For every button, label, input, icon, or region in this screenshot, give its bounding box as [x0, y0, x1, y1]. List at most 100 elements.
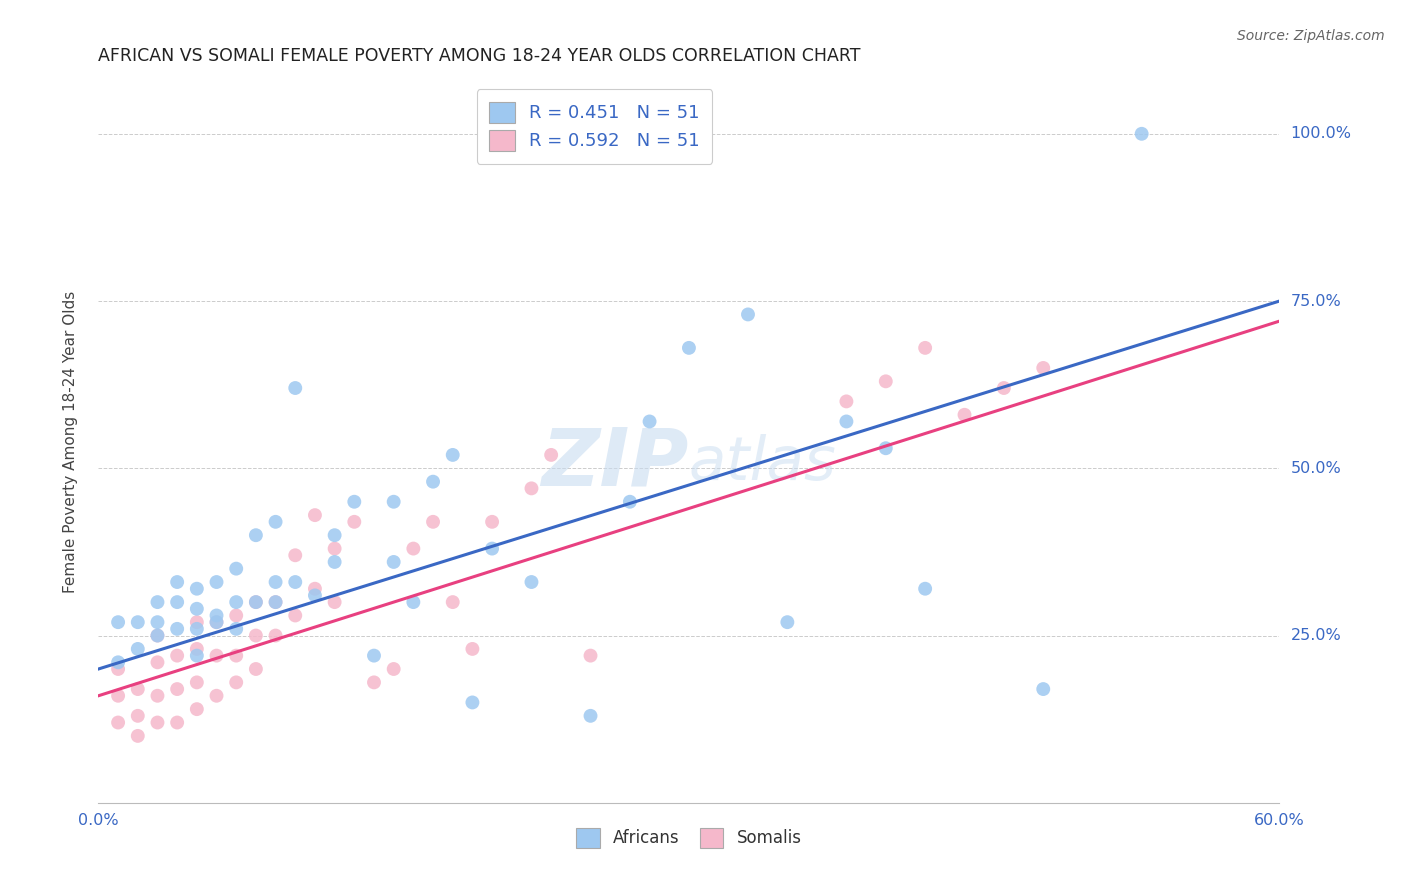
Point [127, 681, 149, 696]
Point [284, 575, 307, 590]
Point [264, 595, 287, 609]
Point [875, 442, 897, 455]
Point [186, 615, 208, 630]
Point [186, 642, 208, 657]
Point [284, 608, 307, 623]
Point [205, 648, 228, 663]
Point [875, 375, 897, 389]
Point [186, 648, 208, 663]
Point [225, 622, 247, 636]
Text: 50.0%: 50.0% [1291, 461, 1341, 475]
Point [166, 595, 188, 609]
Point [1032, 681, 1054, 696]
Point [638, 414, 661, 429]
Point [245, 662, 267, 676]
Point [166, 715, 188, 730]
Point [382, 662, 405, 676]
Legend: Africans, Somalis: Africans, Somalis [568, 820, 810, 856]
Point [264, 515, 287, 529]
Point [304, 589, 326, 603]
Point [304, 582, 326, 596]
Y-axis label: Female Poverty Among 18-24 Year Olds: Female Poverty Among 18-24 Year Olds [63, 291, 77, 592]
Point [127, 708, 149, 723]
Point [422, 515, 444, 529]
Point [166, 575, 188, 590]
Point [402, 541, 425, 556]
Point [146, 689, 169, 703]
Point [422, 475, 444, 489]
Point [264, 595, 287, 609]
Point [481, 515, 503, 529]
Point [264, 575, 287, 590]
Point [323, 555, 346, 569]
Point [146, 715, 169, 730]
Point [953, 408, 976, 422]
Point [619, 494, 641, 508]
Point [186, 602, 208, 616]
Text: AFRICAN VS SOMALI FEMALE POVERTY AMONG 18-24 YEAR OLDS CORRELATION CHART: AFRICAN VS SOMALI FEMALE POVERTY AMONG 1… [98, 47, 860, 65]
Point [323, 541, 346, 556]
Point [481, 541, 503, 556]
Point [284, 548, 307, 563]
Point [107, 689, 129, 703]
Point [146, 655, 169, 669]
Point [520, 575, 543, 590]
Point [186, 622, 208, 636]
Point [127, 729, 149, 743]
Point [1032, 361, 1054, 376]
Point [579, 648, 602, 663]
Point [225, 648, 247, 663]
Point [737, 307, 759, 322]
Point [186, 675, 208, 690]
Point [914, 341, 936, 355]
Text: atlas: atlas [689, 434, 837, 492]
Point [540, 448, 562, 462]
Point [245, 595, 267, 609]
Point [776, 615, 799, 630]
Point [1130, 127, 1153, 141]
Point [205, 575, 228, 590]
Point [146, 615, 169, 630]
Point [461, 696, 484, 710]
Point [146, 628, 169, 642]
Point [186, 582, 208, 596]
Point [146, 628, 169, 642]
Point [284, 381, 307, 395]
Point [107, 662, 129, 676]
Point [323, 595, 346, 609]
Text: 25.0%: 25.0% [1291, 628, 1341, 643]
Point [678, 341, 700, 355]
Point [107, 655, 129, 669]
Point [363, 648, 385, 663]
Point [245, 628, 267, 642]
Point [461, 642, 484, 657]
Point [245, 595, 267, 609]
Point [441, 595, 464, 609]
Point [166, 681, 188, 696]
Point [166, 648, 188, 663]
Point [993, 381, 1015, 395]
Point [107, 615, 129, 630]
Point [323, 528, 346, 542]
Point [127, 642, 149, 657]
Point [225, 562, 247, 576]
Point [441, 448, 464, 462]
Point [835, 394, 858, 409]
Point [205, 615, 228, 630]
Point [245, 528, 267, 542]
Point [264, 628, 287, 642]
Point [205, 608, 228, 623]
Point [402, 595, 425, 609]
Point [579, 708, 602, 723]
Point [186, 702, 208, 716]
Point [520, 482, 543, 496]
Point [205, 689, 228, 703]
Point [166, 622, 188, 636]
Point [127, 615, 149, 630]
Text: 100.0%: 100.0% [1291, 127, 1351, 141]
Text: ZIP: ZIP [541, 425, 689, 502]
Point [225, 675, 247, 690]
Point [363, 675, 385, 690]
Text: Source: ZipAtlas.com: Source: ZipAtlas.com [1237, 29, 1385, 43]
Point [146, 595, 169, 609]
